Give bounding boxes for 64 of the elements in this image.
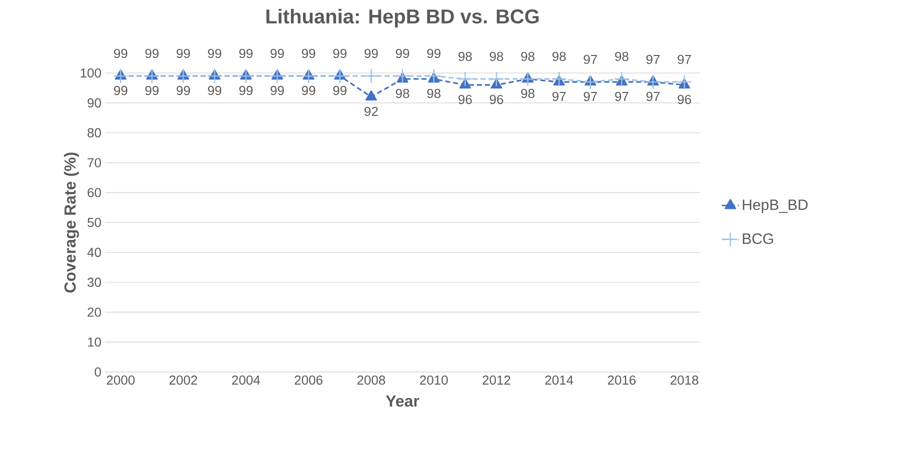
legend-label: HepB_BD bbox=[742, 200, 808, 214]
y-tick-label: 40 bbox=[87, 248, 101, 257]
y-tick-label: 20 bbox=[88, 308, 101, 317]
data-label: 98 bbox=[521, 52, 534, 62]
data-label: 99 bbox=[396, 48, 410, 58]
y-tick-label: 30 bbox=[88, 278, 101, 287]
y-tick-label: 100 bbox=[80, 68, 101, 78]
y-tick-label: 60 bbox=[88, 188, 101, 198]
y-tick-label: 10 bbox=[88, 337, 101, 347]
data-label: 98 bbox=[396, 88, 410, 98]
data-label: 97 bbox=[584, 92, 597, 102]
data-label: 98 bbox=[427, 88, 440, 98]
data-label: 99 bbox=[302, 48, 316, 58]
data-label: 98 bbox=[490, 52, 504, 62]
data-label: 98 bbox=[615, 52, 628, 62]
y-tick-label: 0 bbox=[94, 367, 101, 377]
data-label: 99 bbox=[333, 86, 346, 96]
y-axis-title: Coverage Rate (%) bbox=[64, 152, 79, 293]
data-label: 99 bbox=[145, 86, 159, 96]
data-label: 99 bbox=[176, 48, 190, 58]
data-label: 98 bbox=[552, 52, 566, 62]
data-label: 99 bbox=[239, 86, 253, 96]
y-tick-label: 80 bbox=[88, 128, 101, 138]
x-tick-label: 2002 bbox=[169, 376, 198, 385]
data-label: 99 bbox=[239, 48, 253, 58]
y-tick-label: 50 bbox=[88, 218, 101, 228]
data-label: 97 bbox=[552, 92, 566, 102]
data-label: 99 bbox=[364, 48, 378, 58]
data-label: 98 bbox=[521, 88, 534, 98]
x-tick-label: 2014 bbox=[545, 376, 574, 385]
x-tick-label: 2016 bbox=[608, 376, 636, 385]
data-label: 92 bbox=[364, 106, 378, 116]
data-label: 99 bbox=[270, 86, 284, 96]
x-tick-label: 2004 bbox=[232, 376, 260, 385]
data-label: 97 bbox=[584, 54, 597, 64]
data-label: 99 bbox=[208, 48, 222, 58]
x-tick-label: 2012 bbox=[482, 376, 510, 385]
data-label: 99 bbox=[145, 48, 159, 58]
data-label: 97 bbox=[646, 54, 660, 64]
chart-title: Lithuania: HepB BD vs. BCG bbox=[266, 8, 539, 28]
x-axis-title: Year bbox=[386, 396, 420, 407]
y-tick-label: 90 bbox=[88, 98, 101, 108]
data-label: 99 bbox=[208, 86, 222, 96]
data-label: 96 bbox=[678, 94, 692, 104]
data-label: 97 bbox=[615, 92, 628, 102]
y-tick-label: 70 bbox=[88, 158, 101, 168]
data-label: 96 bbox=[490, 94, 504, 104]
legend-label: BCG bbox=[742, 233, 774, 244]
x-tick-label: 2010 bbox=[420, 376, 448, 385]
data-label: 96 bbox=[458, 94, 472, 104]
data-label: 99 bbox=[176, 86, 190, 96]
data-label: 99 bbox=[333, 48, 346, 58]
data-label: 99 bbox=[302, 86, 316, 96]
x-tick-label: 2000 bbox=[106, 376, 135, 385]
x-tick-label: 2006 bbox=[294, 376, 322, 385]
data-label: 98 bbox=[458, 52, 472, 62]
x-tick-label: 2018 bbox=[670, 376, 698, 385]
x-tick-label: 2008 bbox=[357, 376, 386, 385]
data-label: 97 bbox=[646, 92, 660, 102]
data-label: 99 bbox=[114, 86, 128, 96]
data-label: 99 bbox=[270, 48, 284, 58]
data-label: 97 bbox=[678, 54, 691, 64]
data-label: 99 bbox=[427, 48, 440, 58]
data-label: 99 bbox=[114, 48, 128, 58]
